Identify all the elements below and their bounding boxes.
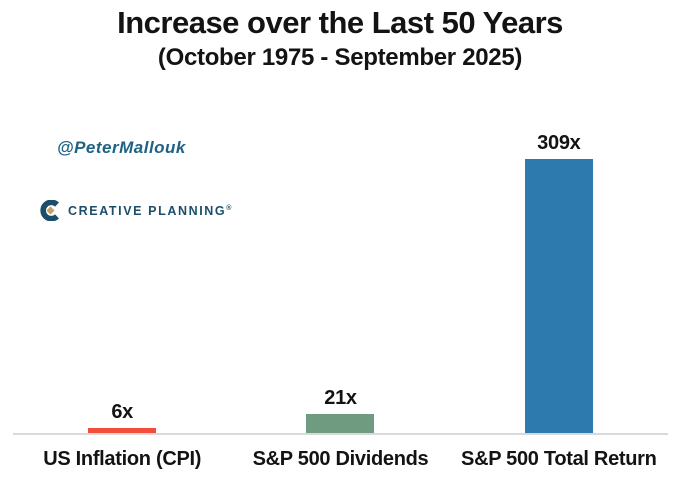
- creative-planning-logo: CREATIVE PLANNING®: [40, 200, 231, 221]
- registered-trademark-symbol: ®: [226, 204, 232, 212]
- bar: [524, 159, 593, 433]
- bar-column: 6x: [13, 401, 231, 433]
- category-label: US Inflation (CPI): [43, 448, 202, 470]
- category-labels: US Inflation (CPI) S&P 500 Dividends S&P 5…: [13, 444, 668, 474]
- logo-wordmark: CREATIVE PLANNING®: [68, 204, 231, 218]
- bar-value-label: 21x: [324, 387, 357, 409]
- category-label: S&P 500 Dividends: [252, 448, 429, 470]
- bar: [88, 428, 157, 433]
- creative-planning-c-icon: [40, 200, 59, 221]
- chart-subtitle: (October 1975 - September 2025): [157, 44, 523, 71]
- bar-column: 21x: [231, 387, 449, 433]
- logo-text: CREATIVE PLANNING: [68, 203, 227, 218]
- bar-value-label: 309x: [537, 132, 581, 154]
- bar-column: 309x: [450, 132, 668, 433]
- chart-title: Increase over the Last 50 Years: [117, 5, 563, 40]
- category-label: S&P 500 Total Return: [461, 448, 657, 470]
- bar: [306, 414, 375, 433]
- bar-value-label: 6x: [111, 401, 133, 423]
- attribution-handle: @PeterMallouk: [57, 138, 186, 157]
- plot-area: 6x 21x 309x: [13, 100, 668, 435]
